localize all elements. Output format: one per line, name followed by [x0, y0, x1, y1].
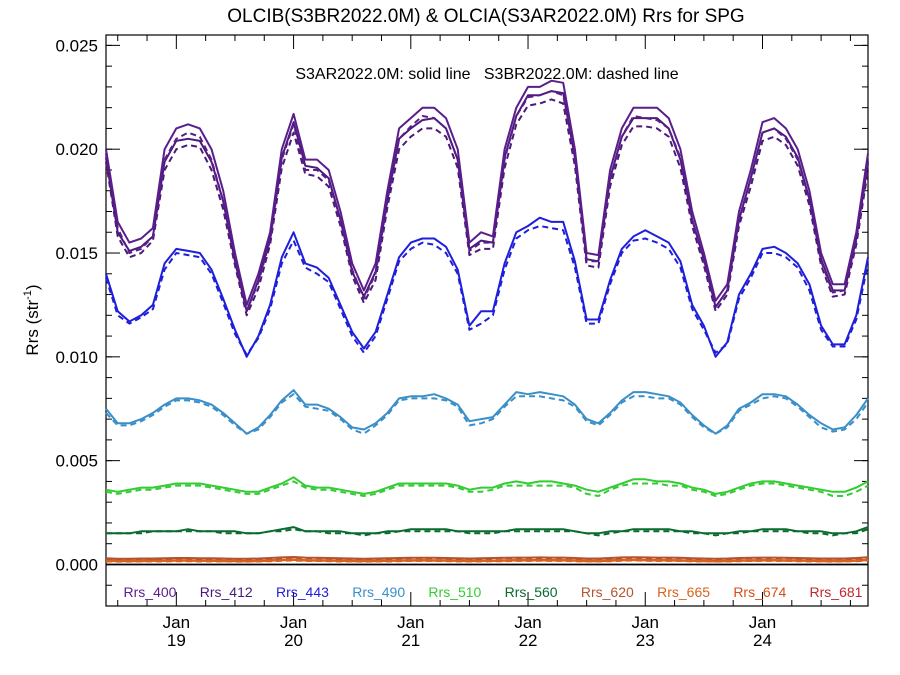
x-tick-label-month: Jan [163, 613, 190, 632]
legend-item-rrs-620: Rrs_620 [581, 584, 634, 600]
legend-item-rrs-412: Rrs_412 [200, 584, 253, 600]
series-line-rrs-620-solid [105, 556, 869, 560]
series-line-rrs-400-dashed [105, 90, 869, 313]
legend-item-rrs-560: Rrs_560 [505, 584, 558, 600]
series-line-rrs-665-solid [105, 558, 869, 563]
series-line-rrs-510-dashed [105, 480, 869, 497]
series-line-rrs-490-solid [105, 389, 869, 435]
x-tick-label-day: 21 [401, 631, 420, 650]
y-axis-label-sup: -1 [22, 290, 34, 300]
x-tick-label-day: 22 [519, 631, 538, 650]
line-style-annotation: S3AR2022.0M: solid line S3BR2022.0M: das… [295, 66, 678, 83]
chart-title: OLCIB(S3BR2022.0M) & OLCIA(S3AR2022.0M) … [227, 6, 744, 27]
y-tick-label: 0.010 [55, 348, 98, 367]
plot-border [105, 34, 869, 607]
series-line-rrs-443-solid [105, 216, 869, 358]
x-tick-label-day: 23 [636, 631, 655, 650]
legend-item-rrs-665: Rrs_665 [657, 584, 710, 600]
y-axis: 0.000 0.005 0.010 0.015 0.020 0.025 [55, 36, 868, 607]
x-tick-label-month: Jan [632, 613, 659, 632]
y-tick-label: 0.000 [55, 555, 98, 574]
x-tick-label-month: Jan [514, 613, 541, 632]
legend-item-rrs-681: Rrs_681 [810, 584, 863, 600]
x-tick-label-month: Jan [280, 613, 307, 632]
series-line-rrs-412-dashed [105, 98, 869, 317]
legend-item-rrs-490: Rrs_490 [352, 584, 405, 600]
y-axis-label-end: ) [23, 284, 42, 290]
y-tick-label: 0.020 [55, 140, 98, 159]
x-tick-label-day: 24 [753, 631, 772, 650]
legend-item-rrs-400: Rrs_400 [124, 584, 177, 600]
series-line-rrs-412-solid [105, 90, 869, 313]
plot-frame [105, 34, 869, 607]
y-tick-label: 0.025 [55, 36, 98, 55]
series-line-rrs-560-solid [106, 526, 869, 535]
x-tick-label-day: 20 [284, 631, 303, 650]
x-tick-label-day: 19 [167, 631, 186, 650]
legend-item-rrs-674: Rrs_674 [733, 584, 786, 600]
legend-item-rrs-510: Rrs_510 [428, 584, 481, 600]
series-line-rrs-490-dashed [105, 393, 869, 435]
y-tick-label: 0.015 [55, 244, 98, 263]
y-tick-label: 0.005 [55, 452, 98, 471]
series-line-rrs-400-solid [105, 79, 869, 306]
series-line-rrs-443-dashed [105, 225, 869, 356]
legend-item-rrs-443: Rrs_443 [276, 584, 329, 600]
x-tick-label-month: Jan [749, 613, 776, 632]
series-group [105, 79, 869, 563]
y-axis-label-main: Rrs (str [23, 300, 42, 356]
legend: Rrs_400 Rrs_412 Rrs_443 Rrs_490 Rrs_510 Rrs_5… [124, 584, 863, 600]
y-axis-label: Rrs (str-1) [22, 284, 42, 355]
series-line-rrs-510-solid [105, 476, 869, 495]
x-tick-label-month: Jan [397, 613, 424, 632]
series-line-rrs-560-dashed [106, 528, 869, 537]
